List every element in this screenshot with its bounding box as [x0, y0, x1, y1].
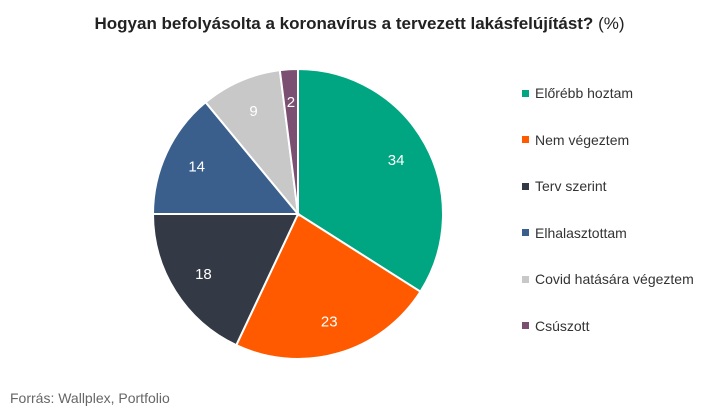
chart-title-unit: (%) [598, 14, 625, 33]
slice-value-label: 18 [195, 266, 212, 283]
legend-label: Előrébb hoztam [535, 85, 634, 101]
source-note: Forrás: Wallplex, Portfolio [10, 390, 170, 406]
legend-swatch [522, 275, 529, 283]
legend-item: Terv szerint [522, 176, 607, 196]
legend-swatch [522, 229, 529, 236]
pie-slice [151, 213, 300, 347]
slice-value-label: 9 [249, 103, 257, 120]
chart-title-text: Hogyan befolyásolta a koronavírus a terv… [94, 14, 594, 33]
legend-label: Covid hatására végeztem [535, 271, 694, 287]
legend-swatch [522, 182, 529, 190]
pie-slice [278, 67, 299, 215]
legend-label: Elhalasztottam [535, 224, 627, 241]
legend-label: Csúszott [535, 317, 590, 334]
legend-item: Nem végeztem [522, 130, 629, 150]
legend-label: Terv szerint [535, 178, 607, 194]
slice-value-label: 14 [188, 158, 205, 175]
legend-item: Csúszott [522, 316, 589, 336]
legend-item: Elhalasztottam [522, 223, 627, 243]
chart-title: Hogyan befolyásolta a koronavírus a terv… [0, 14, 719, 34]
legend-label: Nem végeztem [535, 131, 630, 148]
pie-slice [151, 100, 301, 215]
legend-item: Előrébb hoztam [522, 83, 633, 103]
slice-value-label: 23 [321, 314, 338, 331]
slice-value-label: 34 [388, 152, 405, 169]
pie-slice [204, 69, 300, 218]
legend-item: Covid hatására végeztem [522, 269, 694, 289]
legend-swatch [522, 136, 529, 143]
legend-swatch [522, 89, 529, 97]
legend-swatch [522, 322, 529, 329]
pie-slice [234, 212, 422, 360]
slice-value-label: 2 [287, 94, 295, 111]
